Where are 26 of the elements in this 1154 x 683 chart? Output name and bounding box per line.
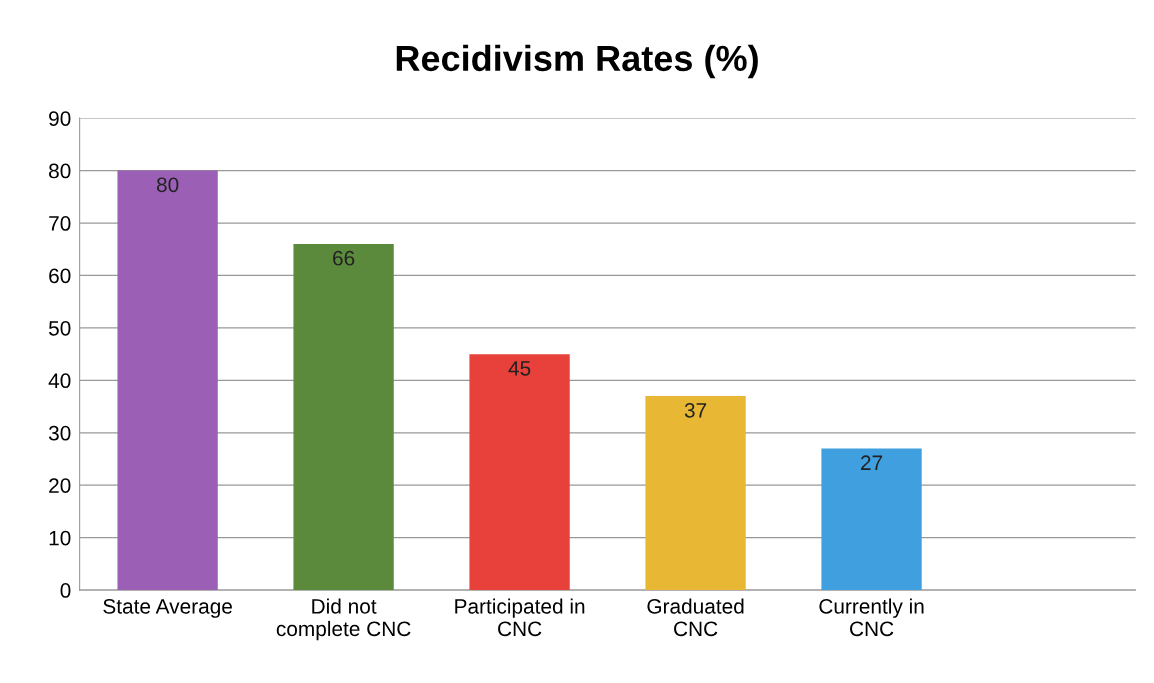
x-tick-label: Currently in CNC: [819, 598, 924, 637]
x-tick-label: State Average: [103, 599, 232, 618]
x-tick-label: Participated in CNC: [455, 598, 585, 637]
bar: [645, 396, 746, 591]
y-tick-label: 10: [49, 530, 71, 546]
y-tick-label: 80: [49, 163, 71, 179]
data-label: 45: [508, 361, 531, 376]
y-tick-label: 30: [48, 425, 71, 441]
y-tick-label: 90: [49, 111, 71, 126]
x-tick-label: Did not complete CNC: [276, 598, 411, 641]
data-label: 80: [156, 177, 179, 193]
data-label: 66: [333, 250, 355, 266]
bar: [469, 354, 570, 591]
y-tick-label: 60: [49, 268, 71, 284]
y-tick-label: 50: [48, 320, 71, 336]
bar: [117, 170, 218, 591]
y-tick-label: 20: [49, 478, 71, 493]
y-tick-label: 70: [49, 216, 71, 231]
data-label: 27: [861, 455, 883, 470]
data-label: 37: [684, 402, 707, 418]
chart-title: Recidivism Rates (%): [396, 44, 758, 79]
bar: [293, 244, 394, 591]
y-tick-label: 0: [60, 583, 71, 598]
x-tick-label: Graduated CNC: [647, 598, 744, 637]
bar: [821, 448, 922, 591]
y-tick-label: 40: [48, 373, 71, 389]
